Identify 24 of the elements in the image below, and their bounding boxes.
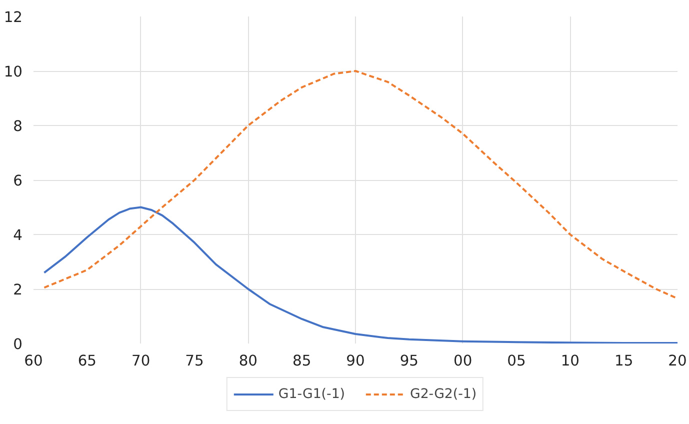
x-tick-label: 85 — [292, 352, 312, 370]
x-tick-label: 05 — [507, 352, 526, 370]
x-tick-label: 15 — [614, 352, 634, 370]
x-tick-label: 95 — [400, 352, 418, 370]
x-tick-label: 10 — [560, 352, 580, 370]
line-series — [43, 70, 678, 300]
legend-label: G2-G2(-1) — [410, 386, 477, 402]
line-series — [43, 206, 678, 344]
x-tick-label: 20 — [668, 352, 687, 370]
y-tick-label: 6 — [13, 172, 23, 190]
y-tick-label: 8 — [13, 118, 23, 135]
y-tick-label: 12 — [4, 9, 23, 26]
x-tick-label: 70 — [132, 352, 150, 370]
y-tick-label: 2 — [13, 282, 23, 298]
x-tick-label: 90 — [346, 352, 365, 370]
x-tick-label: 60 — [24, 352, 43, 370]
x-tick-label: 00 — [454, 352, 472, 370]
y-tick-label: 0 — [13, 336, 23, 353]
x-tick-label: 75 — [185, 352, 204, 370]
x-tick-label: 65 — [78, 352, 96, 370]
y-tick-label: 4 — [13, 227, 23, 244]
y-tick-label: 10 — [4, 64, 23, 80]
x-tick-label: 80 — [238, 352, 258, 370]
legend-label: G1-G1(-1) — [278, 386, 345, 402]
